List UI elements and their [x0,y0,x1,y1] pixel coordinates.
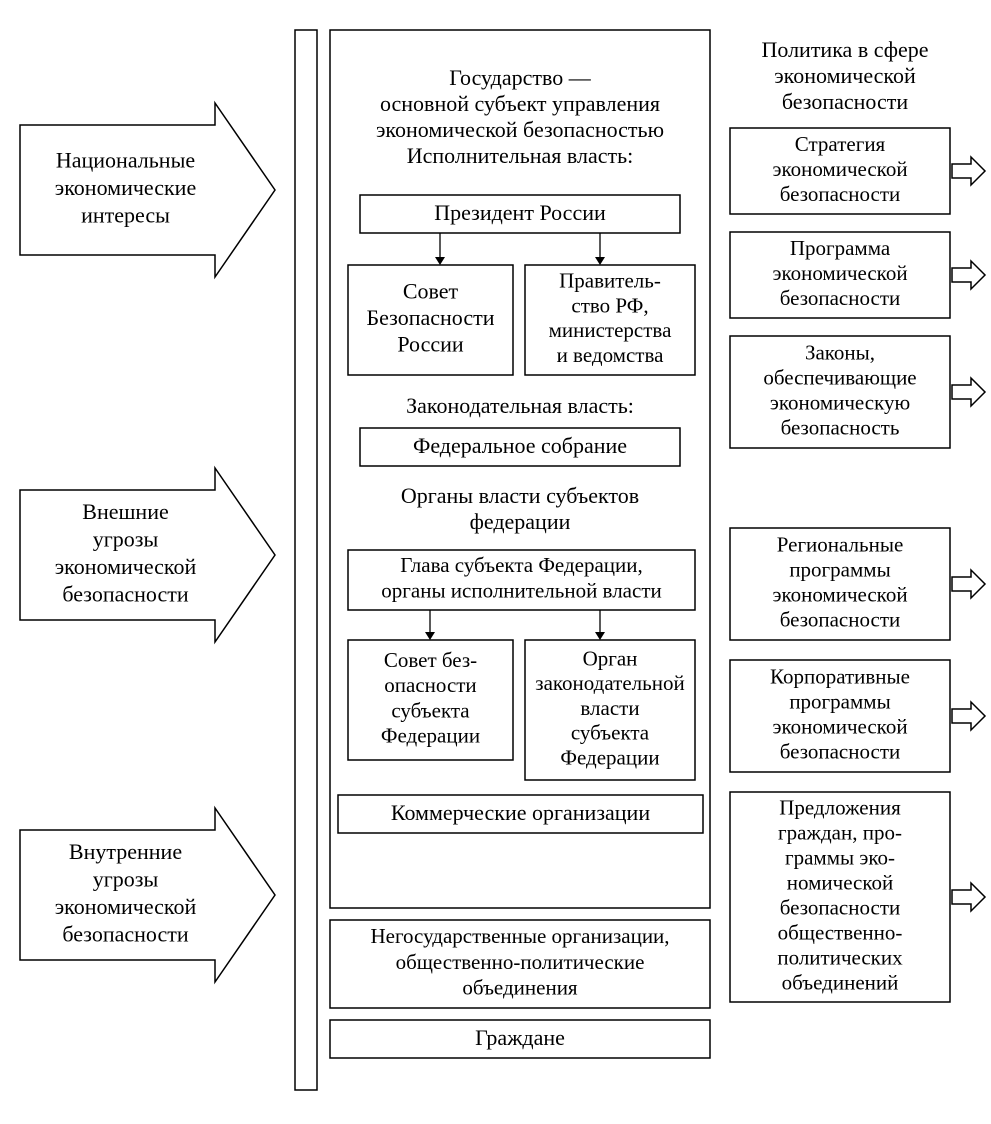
right-label-r6-line: граждан, про- [778,820,902,844]
input-label-in1-line: Национальные [56,148,195,173]
security-council-label-line: России [397,331,464,356]
right-label-r4: Региональныепрограммыэкономическойбезопа… [772,532,907,631]
security-council-label-line: Совет [403,279,459,304]
input-label-in3-line: Внутренние [69,839,182,864]
right-label-r4-line: программы [789,557,890,581]
regional-auth-heading-line: федерации [470,509,571,534]
citizens-label: Граждане [475,1025,565,1050]
subject-legis-label-line: субъекта [571,721,650,745]
right-label-r5-line: экономической [772,714,907,738]
subject-head-label-line: Глава субъекта Федерации, [400,553,643,577]
right-label-r6-line: общественно- [778,920,903,944]
regional-auth-heading-line: Органы власти субъектов [401,483,639,508]
out-arrow-r4 [952,570,985,598]
subject-council-label-line: субъекта [391,698,470,722]
ngo-label-line: общественно-политические [396,950,645,974]
government-label-line: Правитель- [559,269,661,293]
right-label-r3-line: обеспечивающие [763,365,916,389]
center-heading-state-line: основной субъект управления [380,91,660,116]
subject-head-label-line: органы исполнительной власти [381,579,661,603]
right-label-r3-line: безопасность [781,415,900,439]
subject-legis-label-line: Орган [583,646,638,670]
right-label-r4-line: экономической [772,582,907,606]
subject-legis-label-line: законодательной [535,671,684,695]
president-label: Президент России [434,200,606,225]
right-label-r6-line: безопасности [780,895,901,919]
right-label-r2-line: Программа [790,236,891,260]
input-label-in2-line: Внешние [82,499,168,524]
input-label-in2-line: экономической [55,554,197,579]
right-label-r6-line: объединений [782,970,899,994]
input-label-in1-line: экономические [55,175,196,200]
legislative-heading: Законодательная власть: [406,393,634,418]
right-label-r3-line: Законы, [805,340,875,364]
subject-head-label: Глава субъекта Федерации,органы исполнит… [381,553,661,603]
out-arrow-r2 [952,261,985,289]
right-label-r1-line: Стратегия [795,132,886,156]
right-heading-line: Политика в сфере [761,37,928,62]
government-label-line: и ведомства [557,343,665,367]
out-arrow-r6 [952,883,985,911]
input-label-in3-line: экономической [55,894,197,919]
right-label-r6-line: граммы эко- [785,845,895,869]
right-heading: Политика в сфереэкономическойбезопасност… [761,37,928,114]
right-label-r2-line: экономической [772,261,907,285]
center-heading-state-line: Государство — [449,65,591,90]
commercial-orgs-label: Коммерческие организации [391,800,650,825]
out-arrow-r3 [952,378,985,406]
diagram-canvas: Национальныеэкономические интересы Внешние… [0,0,991,1124]
subject-council-label-line: опасности [384,673,476,697]
right-label-r2: Программаэкономическойбезопасности [772,236,907,310]
right-label-r6-line: номической [787,870,893,894]
right-label-r5: Корпоративныепрограммыэкономическойбезоп… [770,664,910,763]
center-heading-state-line: Исполнительная власть: [407,143,634,168]
ngo-label-line: объединения [462,975,578,999]
right-label-r4-line: Региональные [777,532,904,556]
right-heading-line: экономической [774,63,916,88]
input-label-in3-line: угрозы [93,866,159,891]
subject-legis-label-line: Федерации [560,745,659,769]
federal-assembly-label: Федеральное собрание [413,433,627,458]
security-council-label-line: Безопасности [366,305,494,330]
right-label-r5-line: программы [789,689,890,713]
input-label-in3-line: безопасности [62,921,189,946]
right-label-r6-line: Предложения [779,795,901,819]
right-heading-line: безопасности [782,89,909,114]
out-arrow-r5 [952,702,985,730]
right-label-r5-line: безопасности [780,739,901,763]
government-label: Правитель-ство РФ,министерстваи ведомств… [549,269,672,367]
right-label-r1-line: безопасности [780,182,901,206]
government-label-line: министерства [549,318,672,342]
input-label-in1-line: интересы [81,203,170,228]
subject-council-label: Совет без-опасностисубъектаФедерации [381,648,480,748]
ngo-label-line: Негосударственные организации, [370,924,669,948]
subject-legis-label-line: власти [580,696,639,720]
right-label-r2-line: безопасности [780,286,901,310]
right-label-r1-line: экономической [772,157,907,181]
out-arrow-r1 [952,157,985,185]
right-label-r3-line: экономическую [770,390,910,414]
government-label-line: ство РФ, [571,293,648,317]
right-label-r6-line: политических [777,945,903,969]
right-label-r6: Предложенияграждан, про-граммы эко-номич… [777,795,903,994]
right-label-r4-line: безопасности [780,607,901,631]
subject-council-label-line: Федерации [381,724,480,748]
subject-council-label-line: Совет без- [384,648,477,672]
center-heading-state-line: экономической безопасностью [376,117,664,142]
vertical-bar [295,30,317,1090]
right-label-r5-line: Корпоративные [770,664,910,688]
input-label-in2-line: безопасности [62,581,189,606]
input-label-in2-line: угрозы [93,526,159,551]
